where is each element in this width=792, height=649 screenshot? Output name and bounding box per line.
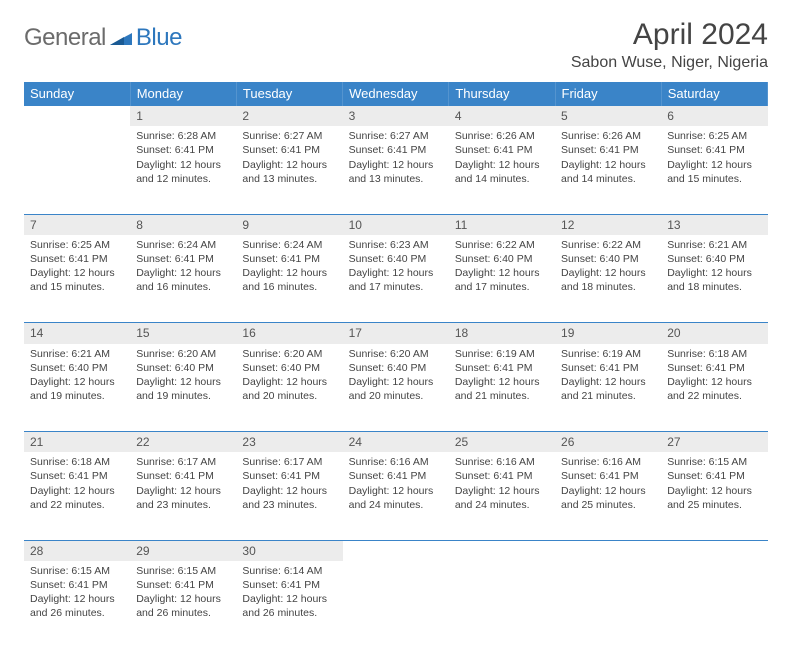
day-number: 13	[661, 214, 767, 235]
weekday-header: Sunday	[24, 82, 130, 106]
day-content: Sunrise: 6:20 AM Sunset: 6:40 PM Dayligh…	[236, 344, 342, 432]
day-number: 11	[449, 214, 555, 235]
day-content: Sunrise: 6:26 AM Sunset: 6:41 PM Dayligh…	[555, 126, 661, 214]
day-number: 6	[661, 106, 767, 127]
day-number: 25	[449, 432, 555, 453]
header: General Blue April 2024 Sabon Wuse, Nige…	[24, 18, 768, 72]
day-number	[343, 540, 449, 561]
day-number-row: 123456	[24, 106, 768, 127]
day-content: Sunrise: 6:19 AM Sunset: 6:41 PM Dayligh…	[555, 344, 661, 432]
weekday-header: Saturday	[661, 82, 767, 106]
calendar-header-row: SundayMondayTuesdayWednesdayThursdayFrid…	[24, 82, 768, 106]
day-content: Sunrise: 6:24 AM Sunset: 6:41 PM Dayligh…	[130, 235, 236, 323]
day-content-row: Sunrise: 6:21 AM Sunset: 6:40 PM Dayligh…	[24, 344, 768, 432]
day-number-row: 282930	[24, 540, 768, 561]
logo: General Blue	[24, 18, 182, 52]
day-content: Sunrise: 6:25 AM Sunset: 6:41 PM Dayligh…	[661, 126, 767, 214]
day-content: Sunrise: 6:16 AM Sunset: 6:41 PM Dayligh…	[555, 452, 661, 540]
day-number: 5	[555, 106, 661, 127]
day-number: 4	[449, 106, 555, 127]
day-content: Sunrise: 6:22 AM Sunset: 6:40 PM Dayligh…	[449, 235, 555, 323]
day-content: Sunrise: 6:27 AM Sunset: 6:41 PM Dayligh…	[236, 126, 342, 214]
month-title: April 2024	[571, 18, 768, 52]
title-block: April 2024 Sabon Wuse, Niger, Nigeria	[571, 18, 768, 72]
day-number: 21	[24, 432, 130, 453]
day-content	[449, 561, 555, 649]
day-content: Sunrise: 6:15 AM Sunset: 6:41 PM Dayligh…	[130, 561, 236, 649]
day-content	[661, 561, 767, 649]
day-content: Sunrise: 6:20 AM Sunset: 6:40 PM Dayligh…	[343, 344, 449, 432]
day-content: Sunrise: 6:25 AM Sunset: 6:41 PM Dayligh…	[24, 235, 130, 323]
day-number-row: 14151617181920	[24, 323, 768, 344]
calendar-table: SundayMondayTuesdayWednesdayThursdayFrid…	[24, 82, 768, 649]
day-number: 3	[343, 106, 449, 127]
day-number: 12	[555, 214, 661, 235]
day-number: 2	[236, 106, 342, 127]
day-content: Sunrise: 6:22 AM Sunset: 6:40 PM Dayligh…	[555, 235, 661, 323]
day-content	[555, 561, 661, 649]
weekday-header: Thursday	[449, 82, 555, 106]
day-content: Sunrise: 6:15 AM Sunset: 6:41 PM Dayligh…	[661, 452, 767, 540]
day-content: Sunrise: 6:21 AM Sunset: 6:40 PM Dayligh…	[661, 235, 767, 323]
day-content: Sunrise: 6:18 AM Sunset: 6:41 PM Dayligh…	[661, 344, 767, 432]
day-content: Sunrise: 6:16 AM Sunset: 6:41 PM Dayligh…	[449, 452, 555, 540]
day-content: Sunrise: 6:17 AM Sunset: 6:41 PM Dayligh…	[130, 452, 236, 540]
day-number: 10	[343, 214, 449, 235]
day-content: Sunrise: 6:24 AM Sunset: 6:41 PM Dayligh…	[236, 235, 342, 323]
weekday-header: Monday	[130, 82, 236, 106]
day-content: Sunrise: 6:26 AM Sunset: 6:41 PM Dayligh…	[449, 126, 555, 214]
day-number: 30	[236, 540, 342, 561]
day-content-row: Sunrise: 6:18 AM Sunset: 6:41 PM Dayligh…	[24, 452, 768, 540]
day-number	[449, 540, 555, 561]
day-number: 29	[130, 540, 236, 561]
day-number: 1	[130, 106, 236, 127]
day-number: 7	[24, 214, 130, 235]
day-content: Sunrise: 6:21 AM Sunset: 6:40 PM Dayligh…	[24, 344, 130, 432]
day-number: 19	[555, 323, 661, 344]
day-content: Sunrise: 6:18 AM Sunset: 6:41 PM Dayligh…	[24, 452, 130, 540]
logo-triangle-icon	[110, 29, 132, 48]
day-number-row: 78910111213	[24, 214, 768, 235]
location: Sabon Wuse, Niger, Nigeria	[571, 54, 768, 72]
day-content: Sunrise: 6:28 AM Sunset: 6:41 PM Dayligh…	[130, 126, 236, 214]
day-number: 18	[449, 323, 555, 344]
logo-text-blue: Blue	[136, 24, 182, 52]
day-content: Sunrise: 6:20 AM Sunset: 6:40 PM Dayligh…	[130, 344, 236, 432]
day-number	[661, 540, 767, 561]
day-content: Sunrise: 6:23 AM Sunset: 6:40 PM Dayligh…	[343, 235, 449, 323]
day-number: 9	[236, 214, 342, 235]
weekday-header: Friday	[555, 82, 661, 106]
day-number: 16	[236, 323, 342, 344]
day-content	[343, 561, 449, 649]
day-content	[24, 126, 130, 214]
day-number	[555, 540, 661, 561]
day-content-row: Sunrise: 6:25 AM Sunset: 6:41 PM Dayligh…	[24, 235, 768, 323]
day-number	[24, 106, 130, 127]
day-number-row: 21222324252627	[24, 432, 768, 453]
day-number: 20	[661, 323, 767, 344]
weekday-header: Wednesday	[343, 82, 449, 106]
day-number: 27	[661, 432, 767, 453]
day-number: 8	[130, 214, 236, 235]
weekday-header: Tuesday	[236, 82, 342, 106]
day-content: Sunrise: 6:17 AM Sunset: 6:41 PM Dayligh…	[236, 452, 342, 540]
day-content: Sunrise: 6:27 AM Sunset: 6:41 PM Dayligh…	[343, 126, 449, 214]
day-number: 15	[130, 323, 236, 344]
day-content: Sunrise: 6:16 AM Sunset: 6:41 PM Dayligh…	[343, 452, 449, 540]
day-content: Sunrise: 6:15 AM Sunset: 6:41 PM Dayligh…	[24, 561, 130, 649]
day-content-row: Sunrise: 6:28 AM Sunset: 6:41 PM Dayligh…	[24, 126, 768, 214]
day-number: 22	[130, 432, 236, 453]
day-number: 24	[343, 432, 449, 453]
day-number: 14	[24, 323, 130, 344]
day-content-row: Sunrise: 6:15 AM Sunset: 6:41 PM Dayligh…	[24, 561, 768, 649]
day-number: 26	[555, 432, 661, 453]
day-content: Sunrise: 6:19 AM Sunset: 6:41 PM Dayligh…	[449, 344, 555, 432]
logo-text-general: General	[24, 24, 106, 52]
day-content: Sunrise: 6:14 AM Sunset: 6:41 PM Dayligh…	[236, 561, 342, 649]
day-number: 17	[343, 323, 449, 344]
day-number: 28	[24, 540, 130, 561]
day-number: 23	[236, 432, 342, 453]
